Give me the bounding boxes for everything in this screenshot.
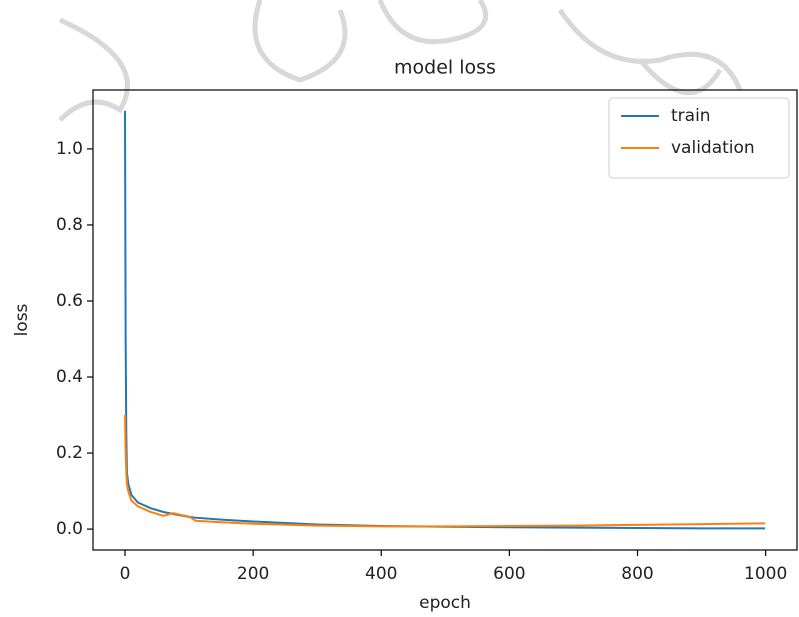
watermark [58, 0, 743, 122]
y-tick-label: 0.6 [56, 291, 83, 311]
x-axis-label: epoch [419, 593, 471, 613]
y-tick-label: 1.0 [56, 139, 83, 159]
y-tick-label: 0.4 [56, 367, 83, 387]
x-tick-label: 1000 [744, 564, 787, 584]
x-tick-label: 0 [120, 564, 131, 584]
legend-label: validation [671, 138, 755, 158]
legend-label: train [671, 106, 711, 126]
line-series [124, 415, 766, 528]
y-tick-label: 0.8 [56, 215, 83, 235]
x-tick-label: 600 [493, 564, 525, 584]
plot-frame [92, 89, 798, 551]
y-axis-label: loss [12, 303, 32, 336]
x-tick-label: 800 [621, 564, 653, 584]
x-tick-label: 200 [237, 564, 269, 584]
chart-title: model loss [394, 57, 496, 79]
y-tick-label: 0.2 [56, 443, 83, 463]
x-tick-label: 400 [365, 564, 397, 584]
legend-box [608, 97, 790, 179]
y-tick-label: 0.0 [56, 519, 83, 539]
